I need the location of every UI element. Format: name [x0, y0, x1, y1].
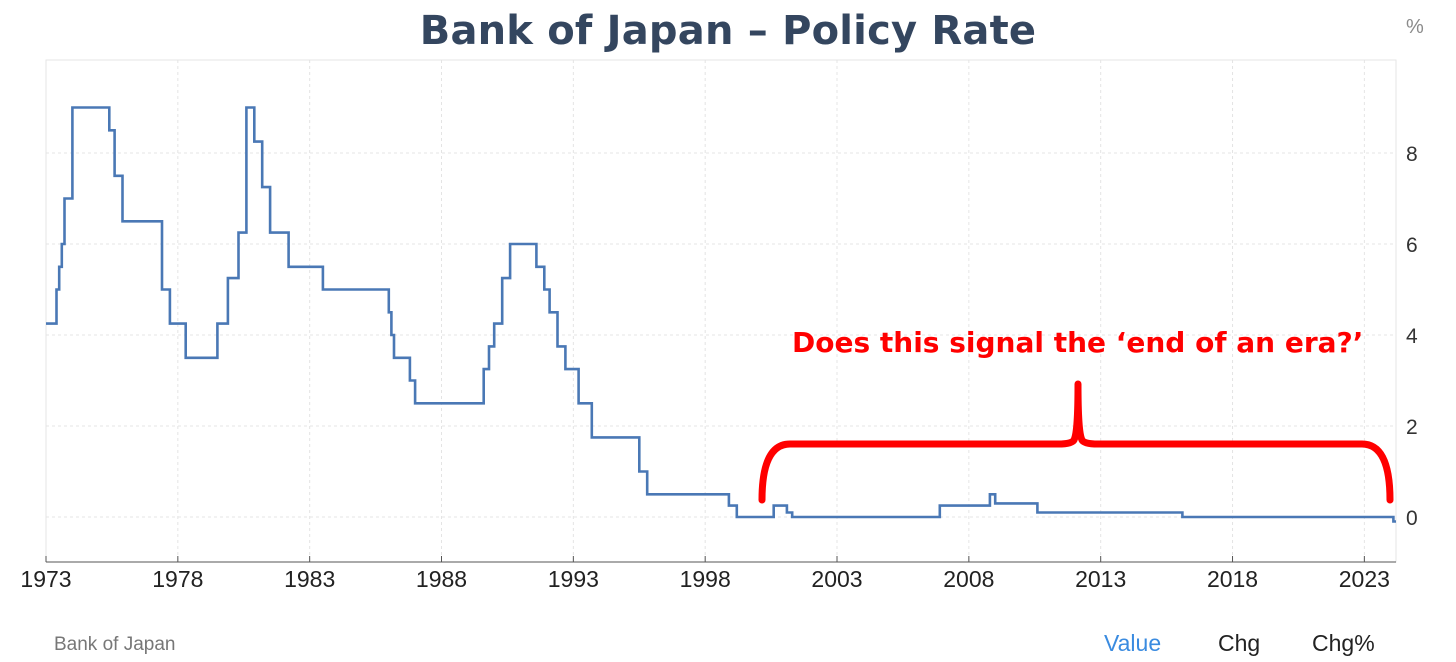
x-tick-label: 1978 — [152, 566, 203, 592]
unit-label: % — [1406, 16, 1424, 38]
y-tick-label: 0 — [1406, 507, 1418, 530]
axes: 0 2 4 6 8 1973 1978 1983 1988 1993 1998 2003 2008 201… — [20, 143, 1418, 592]
chart-title: Bank of Japan – Policy Rate — [419, 8, 1037, 54]
x-tick-label: 2003 — [811, 566, 862, 592]
x-tick-label: 1993 — [548, 566, 599, 592]
x-tick-label: 1988 — [416, 566, 467, 592]
y-tick-label: 6 — [1406, 234, 1418, 257]
brace-layer — [758, 380, 1394, 504]
plot-frame — [45, 59, 1397, 563]
chg-pct-tab[interactable]: Chg% — [1312, 630, 1375, 656]
y-tick-label: 8 — [1406, 143, 1418, 166]
x-tick-label: 2008 — [943, 566, 994, 592]
annotation-brace — [758, 380, 1394, 504]
value-tab[interactable]: Value — [1104, 630, 1162, 656]
x-tick-label: 1998 — [680, 566, 731, 592]
annotation-text: Does this signal the ‘end of an era?’ — [792, 326, 1364, 359]
series-layer — [46, 106, 1396, 523]
grid — [45, 59, 1397, 563]
y-tick-label: 2 — [1406, 416, 1418, 439]
chg-tab[interactable]: Chg — [1218, 630, 1261, 656]
x-tick-label: 1973 — [20, 566, 71, 592]
x-tick-label: 2023 — [1339, 566, 1390, 592]
x-tick-label: 2013 — [1075, 566, 1126, 592]
source-label: Bank of Japan — [54, 634, 176, 655]
x-tick-label: 1983 — [284, 566, 335, 592]
series-line-policy-rate — [46, 106, 1396, 523]
x-tick-label: 2018 — [1207, 566, 1258, 592]
y-tick-label: 4 — [1406, 325, 1418, 348]
